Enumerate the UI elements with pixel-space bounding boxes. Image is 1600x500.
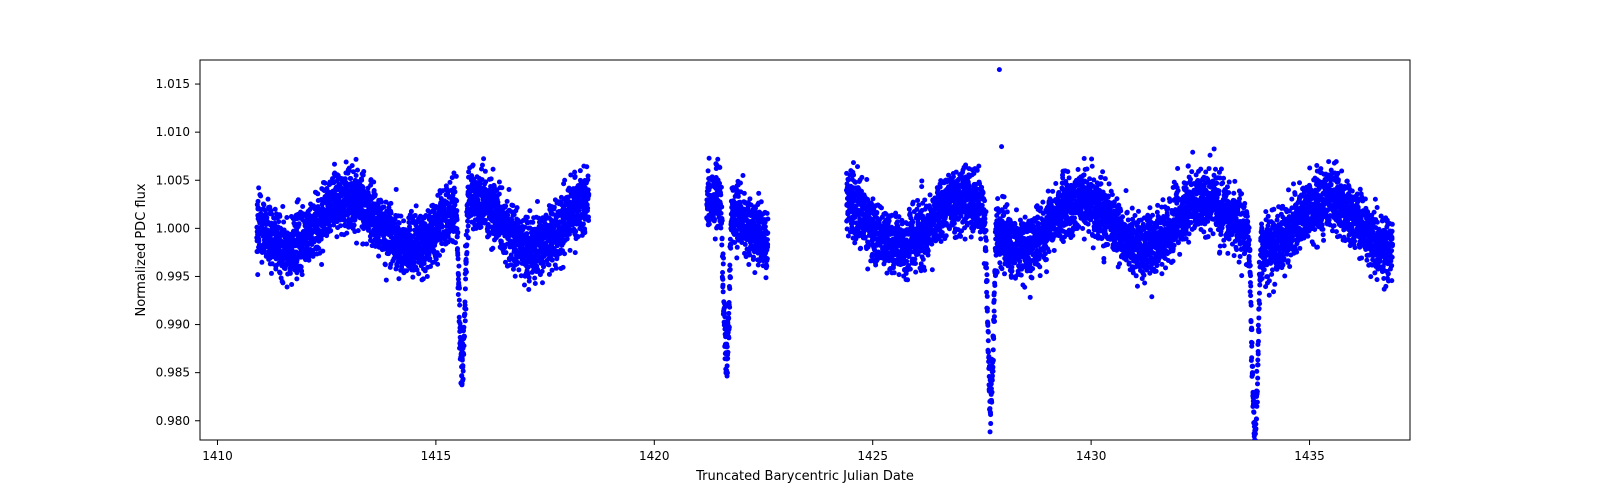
svg-text:1415: 1415 xyxy=(421,449,452,463)
svg-text:1420: 1420 xyxy=(639,449,670,463)
svg-text:1.015: 1.015 xyxy=(156,77,190,91)
svg-text:0.985: 0.985 xyxy=(156,366,190,380)
svg-text:1.010: 1.010 xyxy=(156,125,190,139)
scatter-points xyxy=(254,67,1395,457)
svg-text:1.000: 1.000 xyxy=(156,221,190,235)
y-axis-label: Normalized PDC flux xyxy=(134,183,149,316)
svg-text:1430: 1430 xyxy=(1076,449,1107,463)
svg-text:1435: 1435 xyxy=(1294,449,1325,463)
svg-text:1410: 1410 xyxy=(202,449,233,463)
svg-text:0.990: 0.990 xyxy=(156,318,190,332)
svg-text:0.980: 0.980 xyxy=(156,414,190,428)
chart-svg: 1410 1415 1420 1425 1430 1435 0.980 0.985 0.990 0… xyxy=(0,0,1600,500)
svg-text:0.995: 0.995 xyxy=(156,269,190,283)
svg-text:1425: 1425 xyxy=(857,449,888,463)
x-axis-label: Truncated Barycentric Julian Date xyxy=(695,469,914,484)
svg-text:1.005: 1.005 xyxy=(156,173,190,187)
lightcurve-chart: 1410 1415 1420 1425 1430 1435 0.980 0.985 0.990 0… xyxy=(0,0,1600,500)
